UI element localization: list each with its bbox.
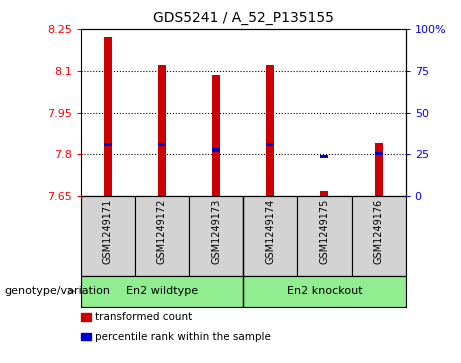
Bar (243, 196, 297, 276)
Bar (266, 143, 274, 146)
Bar (374, 143, 383, 196)
Bar (266, 65, 274, 196)
Text: En2 knockout: En2 knockout (287, 286, 362, 296)
Text: GSM1249173: GSM1249173 (211, 199, 221, 264)
Text: En2 wildtype: En2 wildtype (126, 286, 198, 296)
Bar (158, 143, 166, 146)
Bar (243, 276, 406, 307)
Title: GDS5241 / A_52_P135155: GDS5241 / A_52_P135155 (153, 11, 334, 25)
Bar (212, 75, 220, 196)
Text: genotype/variation: genotype/variation (5, 286, 111, 296)
Text: GSM1249172: GSM1249172 (157, 199, 167, 264)
Text: GSM1249171: GSM1249171 (103, 199, 113, 264)
Bar (135, 196, 189, 276)
Bar (320, 155, 329, 158)
Bar (320, 191, 329, 196)
Bar (81, 196, 135, 276)
Text: GSM1249175: GSM1249175 (319, 199, 330, 264)
Bar (352, 196, 406, 276)
Bar (212, 148, 220, 152)
Bar (189, 196, 243, 276)
Text: GSM1249176: GSM1249176 (373, 199, 384, 264)
Text: transformed count: transformed count (95, 312, 192, 322)
Bar (81, 276, 243, 307)
Bar (158, 65, 166, 196)
Text: GSM1249174: GSM1249174 (265, 199, 275, 264)
Bar (104, 37, 112, 196)
Text: percentile rank within the sample: percentile rank within the sample (95, 332, 271, 342)
Bar (374, 152, 383, 155)
Bar (297, 196, 352, 276)
Bar (104, 143, 112, 146)
